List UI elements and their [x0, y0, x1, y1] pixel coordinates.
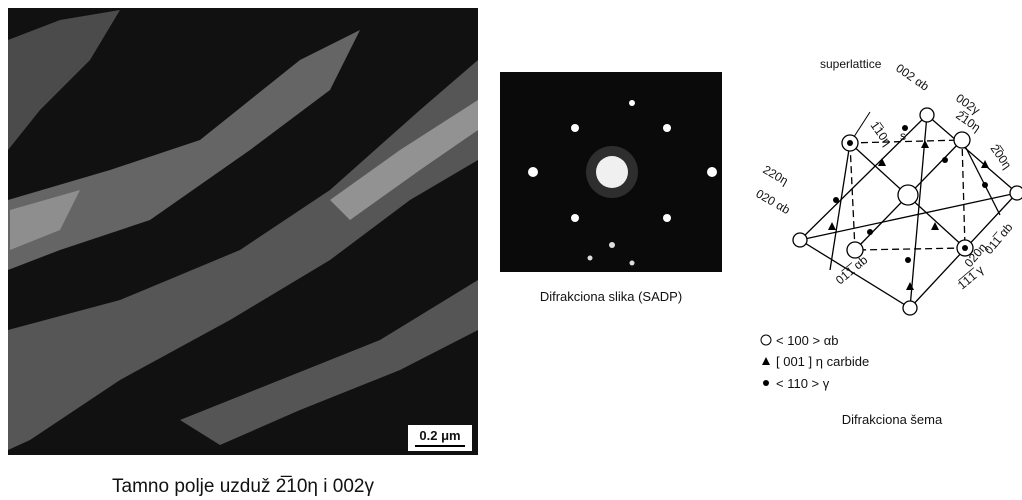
center-spot	[898, 185, 918, 205]
sadp-caption: Difrakciona slika (SADP)	[540, 289, 682, 304]
alpha-spot	[903, 301, 917, 315]
schema-label: 220η	[761, 162, 791, 187]
legend-dot	[763, 380, 769, 386]
halo	[586, 146, 638, 198]
spot	[609, 242, 615, 248]
gamma-spot	[905, 257, 911, 263]
schema-label: 1̅10η	[868, 119, 895, 149]
spot	[663, 214, 671, 222]
spot	[588, 256, 593, 261]
spot	[629, 100, 635, 106]
schema-label: s	[900, 129, 906, 143]
legend-triangle	[762, 357, 770, 365]
eta-spot	[828, 222, 836, 230]
alpha-spot	[920, 108, 934, 122]
schema-label: 1̅1̅1̅ γ	[955, 263, 986, 293]
gamma-spot	[962, 245, 968, 251]
eta-spot	[981, 160, 989, 168]
scale-label: 0.2 μm	[419, 428, 460, 443]
alpha-spot	[954, 132, 970, 148]
alpha-spot	[793, 233, 807, 247]
spot	[571, 124, 579, 132]
sadp-image	[500, 72, 722, 272]
schema-caption: Difrakciona šema	[842, 412, 943, 427]
gamma-spot	[942, 157, 948, 163]
spot	[630, 261, 635, 266]
micrograph-caption: Tamno polje uzduž 2̅10η i 002γ	[112, 476, 374, 497]
schema-label: 020 αb	[754, 186, 793, 217]
schema-label: 002 αb	[893, 61, 932, 94]
schema-label: 2̅10η	[953, 108, 983, 135]
schema-label: superlattice	[820, 57, 882, 71]
schema-label: 2̅00η	[988, 142, 1015, 172]
gamma-spot	[982, 182, 988, 188]
spot	[571, 214, 579, 222]
legend-text: < 100 > αb	[776, 333, 838, 348]
legend: < 100 > αb [ 001 ] η carbide < 110 > γ	[761, 333, 869, 391]
outer-frame	[800, 115, 1017, 308]
legend-circle	[761, 335, 771, 345]
spot	[528, 167, 538, 177]
micrograph: 0.2 μm	[8, 8, 478, 455]
legend-text: < 110 > γ	[776, 376, 830, 391]
gamma-spot	[833, 197, 839, 203]
alpha-spot	[1010, 186, 1022, 200]
legend-text: [ 001 ] η carbide	[776, 354, 869, 369]
gamma-spot	[867, 229, 873, 235]
schema	[793, 108, 1022, 315]
gamma-spot	[847, 140, 853, 146]
spot	[663, 124, 671, 132]
spot	[707, 167, 717, 177]
figure: 0.2 μm Tamno polje uzduž 2̅10η i 002γ Di…	[0, 0, 1022, 500]
